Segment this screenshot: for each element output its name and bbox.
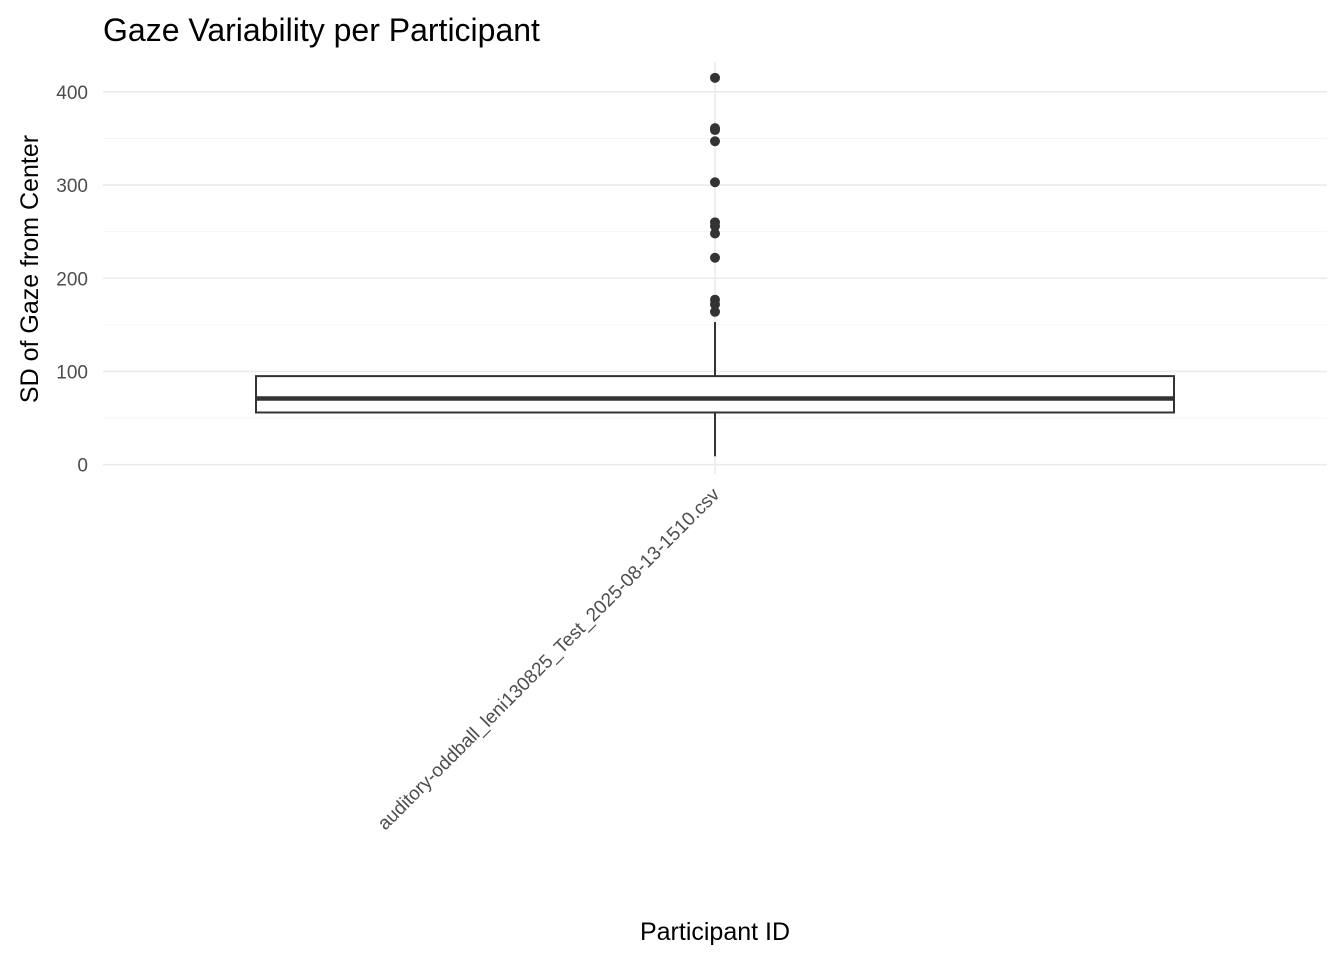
outlier-point xyxy=(710,294,720,305)
chart-title: Gaze Variability per Participant xyxy=(103,12,540,48)
y-tick-label: 0 xyxy=(77,456,88,477)
iqr-box xyxy=(255,375,1175,414)
outlier-point xyxy=(710,217,720,228)
y-tick-label: 100 xyxy=(56,362,88,383)
x-axis-title: Participant ID xyxy=(640,918,790,946)
y-tick-label: 300 xyxy=(56,176,88,197)
x-tick-label: auditory-oddball_leni130825_Test_2025-08… xyxy=(374,484,725,835)
outlier-point xyxy=(710,228,720,239)
outlier-point xyxy=(710,306,720,317)
x-axis-ticks: auditory-oddball_leni130825_Test_2025-08… xyxy=(374,484,725,835)
outlier-point xyxy=(710,252,720,263)
outlier-point xyxy=(710,177,720,188)
outlier-point xyxy=(710,123,720,134)
outlier-point xyxy=(710,136,720,147)
y-axis-title: SD of Gaze from Center xyxy=(16,135,44,403)
y-tick-label: 400 xyxy=(56,83,88,104)
y-tick-label: 200 xyxy=(56,269,88,290)
boxplot-area xyxy=(255,72,1175,457)
y-axis-ticks: 0 100 200 300 400 xyxy=(56,83,88,477)
outlier-point xyxy=(710,72,720,83)
